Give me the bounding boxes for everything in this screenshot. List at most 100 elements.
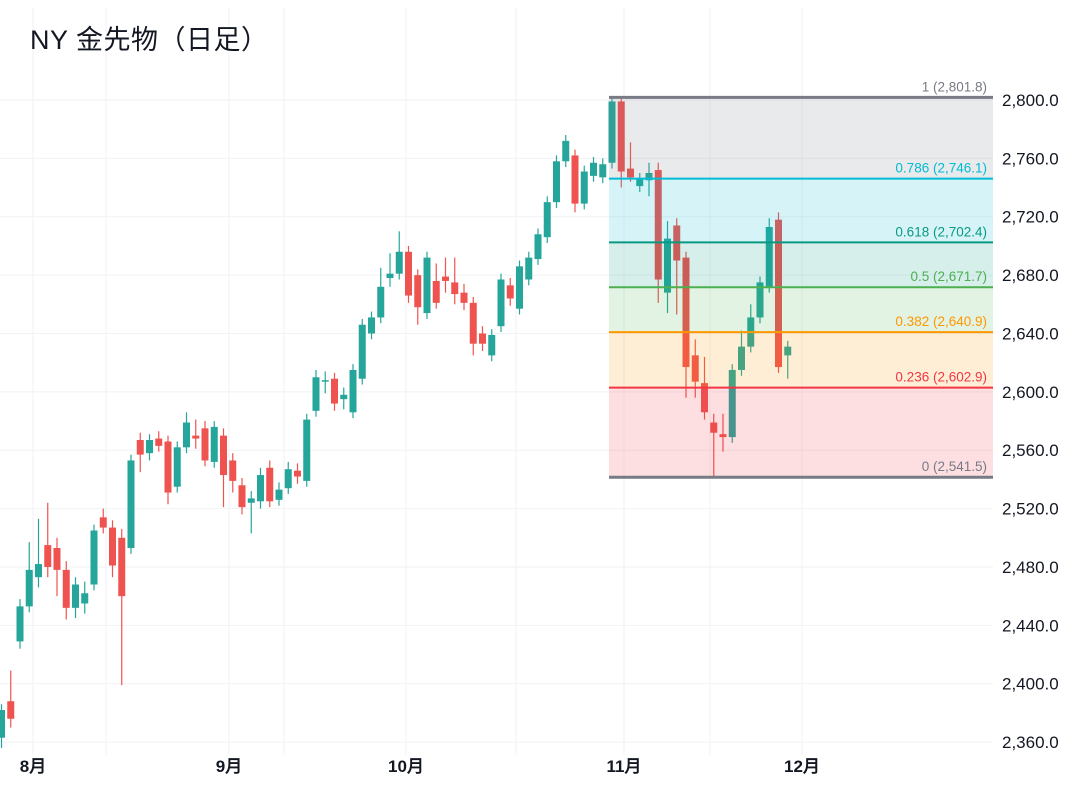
time-axis-label: 12月 [784, 757, 820, 776]
candle-up [553, 155, 560, 208]
price-axis-label: 2,720.0 [1002, 208, 1059, 227]
candle-up [738, 330, 745, 376]
candle-up [358, 318, 366, 385]
time-axis-label: 9月 [216, 757, 242, 776]
candle-body [756, 282, 764, 318]
candle-up [497, 273, 505, 333]
price-axis-label: 2,360.0 [1002, 733, 1059, 752]
candle-body [442, 276, 449, 281]
candle-body [719, 434, 727, 438]
fib-level-label: 0 (2,541.5) [922, 459, 987, 474]
candle-up [247, 491, 255, 534]
candle-body [765, 226, 773, 287]
candle-body [553, 161, 560, 203]
price-axis[interactable]: 2,800.0 2,760.0 2,720.0 2,680.0 2,640.0 2,600… [1002, 91, 1059, 752]
candle-body [164, 441, 172, 493]
candle-down [432, 263, 440, 309]
chart-title: NY 金先物（日足） [30, 25, 269, 55]
candle-body [784, 346, 792, 356]
candle-down [294, 463, 301, 484]
candle-body [423, 257, 431, 314]
candle-body [331, 378, 338, 404]
candle-down [229, 453, 237, 493]
price-axis-label: 2,640.0 [1002, 324, 1059, 343]
candle-up [340, 387, 348, 410]
candle-down [460, 283, 468, 311]
candle-down [479, 326, 486, 352]
candle-up [183, 412, 190, 454]
candle-body [460, 292, 468, 303]
candle-up [377, 267, 385, 324]
candle-body [590, 162, 597, 176]
price-axis-label: 2,800.0 [1002, 91, 1059, 110]
candle-down [201, 421, 209, 467]
candle-body [617, 101, 625, 172]
candle-body [72, 584, 79, 608]
candle-body [414, 275, 422, 308]
candle-body [201, 428, 209, 461]
candle-down [682, 251, 690, 398]
candle-up [90, 524, 98, 591]
candle-up [303, 413, 311, 487]
candle-down [99, 508, 107, 534]
candle-down [7, 670, 15, 728]
fib-lines[interactable] [609, 95, 993, 479]
candle-body [627, 168, 634, 178]
candle-body [405, 251, 412, 296]
fib-level-label: 0.618 (2,702.4) [895, 224, 987, 239]
candle-body [775, 219, 782, 368]
candle-body [525, 257, 533, 280]
candle-body [386, 273, 394, 279]
candle-up [284, 461, 292, 495]
candle-body [682, 257, 690, 368]
candle-down [469, 297, 477, 356]
candle-body [90, 530, 98, 585]
candle-down [136, 432, 144, 473]
candle-up [81, 581, 89, 614]
candle-body [562, 140, 570, 162]
candle-body [294, 470, 301, 477]
candle-down [192, 419, 200, 449]
candle-body [136, 440, 144, 455]
candle-down [405, 245, 412, 303]
candle-up [562, 135, 570, 168]
price-axis-label: 2,480.0 [1002, 558, 1059, 577]
candle-body [636, 178, 644, 187]
candle-body [257, 475, 264, 502]
candle-down [654, 162, 662, 303]
candle-up [275, 482, 283, 506]
price-axis-label: 2,400.0 [1002, 675, 1059, 694]
candle-body [275, 489, 283, 500]
candle-down [53, 537, 61, 597]
candle-body [571, 155, 579, 204]
candle-down [238, 477, 246, 515]
candle-body [664, 238, 671, 293]
candle-body [303, 419, 311, 481]
candle-body [238, 485, 246, 508]
candle-body [358, 324, 366, 379]
candle-down [775, 212, 782, 373]
candle-up [525, 251, 533, 286]
candle-body [99, 517, 107, 528]
candle-body [599, 164, 607, 178]
fib-level-label: 0.5 (2,671.7) [910, 269, 987, 284]
time-axis[interactable]: 8月 9月 10月 11月 12月 [20, 757, 820, 776]
candle-up [35, 518, 42, 588]
candle-down [571, 149, 579, 213]
candle-up [488, 329, 496, 362]
fib-band [609, 97, 993, 179]
candle-up [756, 276, 764, 324]
candle-up [728, 364, 736, 443]
candle-down [617, 98, 625, 188]
candle-up [765, 218, 773, 293]
candle-body [109, 527, 116, 566]
candle-down [220, 428, 227, 508]
candle-body [321, 380, 329, 382]
candle-body [173, 447, 181, 487]
candle-body [488, 334, 496, 356]
candle-body [738, 346, 745, 370]
candle-down [719, 413, 727, 452]
candle-body [266, 467, 274, 502]
